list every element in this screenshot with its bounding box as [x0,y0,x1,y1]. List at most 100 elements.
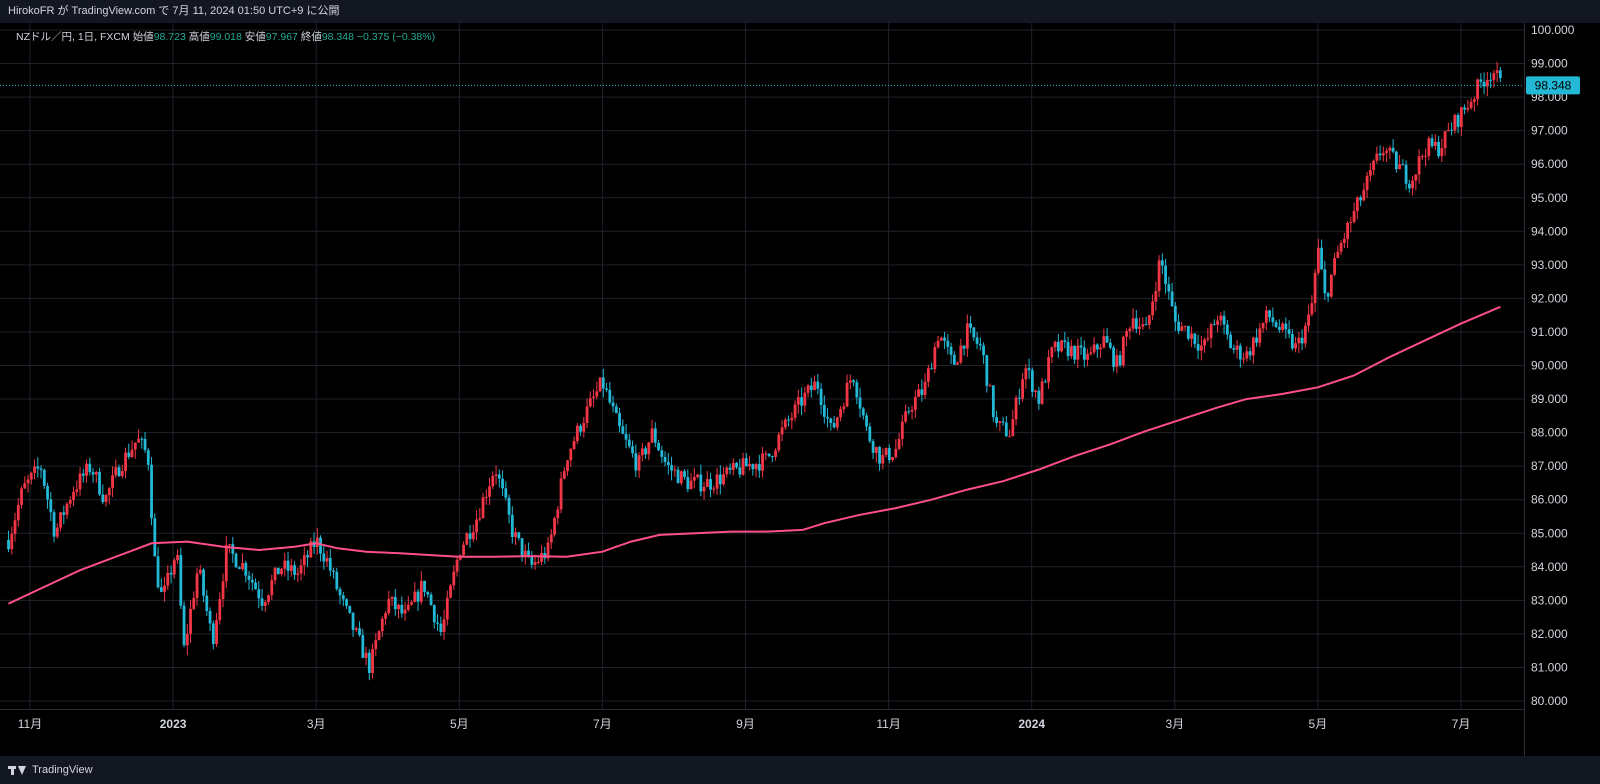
candle-body [839,409,842,418]
candle-body [1209,324,1213,339]
tradingview-logo-icon[interactable] [8,764,26,776]
candle-body [891,457,894,461]
time-tick-label: 7月 [1452,717,1471,731]
candle-body [468,533,472,540]
candle-body [1333,258,1336,275]
candle-body [410,601,413,605]
candle-body [1102,336,1106,348]
candle-body [423,580,426,593]
candle-body [712,488,716,490]
candle-body [361,635,365,658]
candle-body [1225,324,1229,335]
candle-body [1190,333,1193,339]
candle-body [514,532,517,538]
candle-body [1463,107,1467,110]
candle-body [1082,347,1086,360]
candle-body [1430,138,1434,147]
candle-body [618,413,621,427]
candle-body [166,572,170,586]
candle-body [1004,422,1008,437]
candle-body [296,573,300,575]
candle-body [306,555,309,558]
candle-body [673,469,677,471]
candle-body [371,648,374,673]
candle-body [1086,353,1089,360]
candle-body [1219,315,1223,321]
candle-body [429,594,433,606]
candle-body [354,628,358,630]
candle-body [10,533,14,550]
candle-body [738,467,742,475]
candle-body [163,585,166,592]
candle-body [1326,293,1330,297]
candle-body [1355,197,1359,211]
close-label: 終値 [300,31,322,43]
candle-body [1073,346,1076,360]
candle-body [1050,347,1054,358]
candle-body [1303,325,1307,344]
candle-body [439,623,443,632]
candle-body [1047,357,1050,383]
footer-brand[interactable]: TradingView [32,764,93,776]
candle-body [998,421,1002,423]
candle-body [819,388,823,406]
candle-body [393,596,397,610]
candle-body [884,448,888,456]
candle-body [1076,345,1080,360]
candle-body [137,438,140,443]
candle-body [809,385,813,391]
change-value: −0.375 (−0.38%) [356,31,436,43]
time-axis[interactable]: 11月 2023 3月 5月 7月 9月 11月 2024 3月 5月 7月 [18,717,1471,731]
candle-body [949,346,953,355]
candle-body [1407,183,1411,189]
candle-body [676,469,680,484]
candle-body [679,471,683,484]
candle-body [1294,343,1297,349]
candle-body [1144,324,1148,326]
candle-body [169,572,173,575]
candle-body [1212,324,1216,326]
candle-body [1001,421,1005,423]
candle-body [46,485,49,500]
candle-body [1037,390,1041,404]
candle-body [741,458,745,475]
candle-body [208,611,212,624]
candle-body [286,560,290,571]
candle-body [452,571,456,586]
candle-body [85,463,88,476]
candle-body [1446,129,1450,132]
candle-body [553,518,556,535]
candle-body [1365,175,1369,190]
candle-body [176,555,179,561]
price-axis[interactable]: 80.000 81.000 82.000 83.000 84.000 85.000 86.0… [1531,23,1575,708]
candle-body [406,604,410,610]
candle-body [803,392,807,406]
candle-body [582,422,586,432]
candle-body [1450,129,1454,131]
candle-body [569,448,573,461]
candle-body [1118,355,1122,366]
candle-body [101,494,105,503]
price-chart[interactable]: 80.000 81.000 82.000 83.000 84.000 85.000 86.0… [0,23,1600,756]
candle-body [358,628,361,636]
candle-body [926,368,930,382]
time-tick-label: 5月 [1309,717,1328,731]
candle-body [826,416,829,419]
candle-body [1030,370,1034,393]
candle-body [1433,141,1437,147]
candle-body [1079,345,1083,348]
candle-body [1235,345,1239,350]
candle-body [1147,315,1151,325]
candle-body [1498,70,1502,79]
candle-body [221,581,225,600]
candle-body [705,479,709,488]
candle-body [852,380,855,383]
candle-body [913,396,917,410]
price-tick-label: 90.000 [1531,359,1568,373]
candle-body [1352,210,1356,223]
candle-body [608,389,612,403]
time-tick-label: 2024 [1018,717,1045,731]
candle-body [111,475,114,489]
candle-body [432,605,436,623]
candle-body [397,604,400,610]
